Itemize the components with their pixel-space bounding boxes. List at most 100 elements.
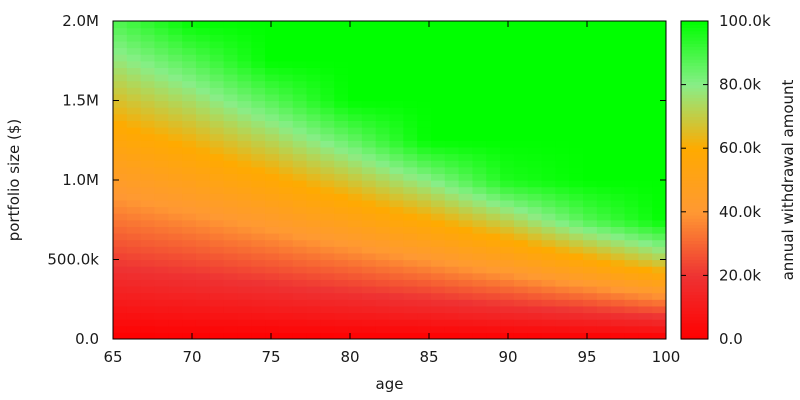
- heatmap-cell: [265, 93, 280, 102]
- heatmap-cell: [223, 252, 239, 261]
- heatmap-cell: [140, 146, 156, 155]
- heatmap-cell: [140, 286, 156, 294]
- heatmap-cell: [126, 246, 142, 254]
- heatmap-cell: [375, 107, 391, 115]
- heatmap-cell: [375, 219, 391, 227]
- heatmap-cell: [140, 40, 156, 49]
- colorbar-segment: [681, 211, 708, 216]
- heatmap-cell: [168, 54, 183, 62]
- heatmap-cell: [569, 153, 584, 161]
- colorbar-segment: [681, 294, 708, 299]
- heatmap-cell: [389, 292, 404, 300]
- heatmap-cell: [500, 325, 515, 333]
- heatmap-cell: [361, 140, 377, 148]
- heatmap-cell: [251, 239, 266, 247]
- heatmap-cell: [361, 305, 377, 314]
- heatmap-cell: [472, 286, 487, 294]
- heatmap-cell: [306, 299, 321, 307]
- heatmap-cell: [292, 146, 308, 155]
- heatmap-cell: [500, 107, 515, 115]
- heatmap-cell: [195, 40, 211, 49]
- heatmap-cell: [306, 93, 321, 102]
- heatmap-cell: [292, 299, 308, 307]
- heatmap-cell: [513, 233, 529, 241]
- heatmap-cell: [292, 180, 308, 188]
- heatmap-cell: [486, 47, 501, 55]
- heatmap-cell: [527, 140, 543, 148]
- heatmap-cell: [320, 160, 335, 168]
- heatmap-cell: [500, 246, 515, 254]
- heatmap-cell: [292, 252, 308, 261]
- heatmap-cell: [334, 332, 349, 339]
- heatmap-cell: [154, 219, 169, 227]
- heatmap-cell: [126, 21, 142, 29]
- heatmap-cell: [472, 239, 487, 247]
- heatmap-cell: [154, 259, 169, 267]
- heatmap-cell: [237, 47, 252, 55]
- heatmap-cell: [583, 286, 598, 294]
- heatmap-cell: [140, 120, 156, 128]
- y-axis-title: portfolio size ($): [5, 119, 23, 242]
- colorbar-tick-label: 40.0k: [719, 203, 761, 221]
- heatmap-cell: [569, 74, 584, 82]
- colorbar-segment: [681, 84, 708, 89]
- heatmap-cell: [140, 93, 156, 102]
- heatmap-cell: [624, 279, 639, 287]
- heatmap-cell: [555, 186, 570, 194]
- heatmap-cell: [555, 252, 570, 261]
- heatmap-cell: [569, 160, 584, 168]
- heatmap-cell: [569, 226, 584, 234]
- heatmap-cell: [278, 120, 294, 128]
- heatmap-cell: [348, 153, 363, 161]
- heatmap-cell: [610, 107, 626, 115]
- heatmap-cell: [458, 113, 474, 121]
- heatmap-cell: [265, 100, 280, 108]
- heatmap-cell: [624, 67, 639, 75]
- heatmap-cell: [209, 120, 225, 128]
- heatmap-cell: [306, 67, 321, 75]
- heatmap-cell: [652, 299, 666, 307]
- heatmap-cell: [596, 47, 612, 55]
- heatmap-cell: [389, 226, 404, 234]
- heatmap-cell: [638, 120, 653, 128]
- heatmap-cell: [444, 133, 460, 141]
- heatmap-cell: [596, 87, 612, 95]
- heatmap-cell: [458, 127, 474, 135]
- heatmap-cell: [583, 199, 598, 208]
- heatmap-cell: [624, 186, 639, 194]
- heatmap-cell: [458, 206, 474, 214]
- heatmap-cell: [361, 292, 377, 300]
- heatmap-cell: [182, 47, 197, 55]
- heatmap-cell: [403, 27, 418, 35]
- heatmap-cell: [278, 186, 294, 194]
- heatmap-cell: [486, 127, 501, 135]
- heatmap-cell: [348, 173, 363, 181]
- colorbar-segment: [681, 132, 708, 137]
- heatmap-cell: [140, 74, 156, 82]
- heatmap-cell: [472, 127, 487, 135]
- heatmap-cell: [237, 252, 252, 261]
- heatmap-cell: [306, 133, 321, 141]
- heatmap-cell: [569, 259, 584, 267]
- heatmap-cell: [361, 186, 377, 194]
- heatmap-cell: [389, 54, 404, 62]
- heatmap-cell: [237, 226, 252, 234]
- heatmap-cell: [140, 54, 156, 62]
- heatmap-cell: [403, 272, 418, 280]
- heatmap-cell: [292, 80, 308, 88]
- heatmap-cell: [320, 140, 335, 148]
- heatmap-cell: [209, 226, 225, 234]
- heatmap-cell: [583, 113, 598, 121]
- heatmap-cell: [596, 54, 612, 62]
- heatmap-cell: [154, 292, 169, 300]
- heatmap-cell: [278, 74, 294, 82]
- heatmap-cell: [430, 325, 446, 333]
- x-tick-label: 80: [340, 348, 359, 366]
- heatmap-cell: [486, 239, 501, 247]
- heatmap-cell: [182, 305, 197, 314]
- heatmap-cell: [513, 120, 529, 128]
- heatmap-cell: [527, 319, 543, 327]
- heatmap-cell: [154, 60, 169, 68]
- heatmap-cell: [182, 266, 197, 274]
- heatmap-cell: [113, 325, 128, 333]
